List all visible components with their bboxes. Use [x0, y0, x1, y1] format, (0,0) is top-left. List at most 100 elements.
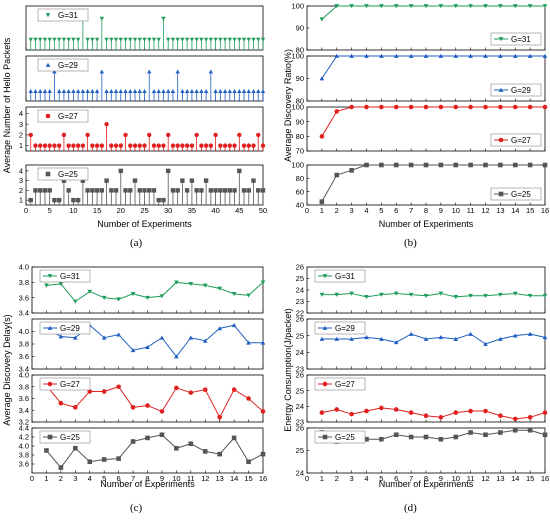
legend: G=31	[314, 269, 366, 283]
data-point	[58, 465, 64, 470]
data-point	[379, 53, 384, 58]
data-point	[94, 143, 100, 148]
x-tick-label: 40	[211, 206, 219, 215]
data-point	[260, 188, 266, 193]
legend-box	[490, 187, 542, 201]
x-tick-label: 0	[305, 206, 309, 215]
data-point	[393, 4, 399, 9]
legend-label: G=25	[511, 190, 531, 199]
data-point	[151, 89, 157, 93]
data-point	[246, 396, 251, 401]
data-point	[61, 37, 67, 42]
data-point	[28, 197, 33, 203]
data-point	[61, 132, 67, 138]
data-point	[188, 441, 194, 447]
data-point	[468, 293, 473, 299]
data-point	[73, 335, 78, 340]
data-point	[232, 188, 237, 193]
data-point	[393, 432, 399, 438]
x-tick-label: 7	[131, 474, 135, 483]
data-point	[38, 188, 43, 193]
x-tick-label: 14	[230, 474, 238, 483]
data-point	[142, 89, 147, 93]
y-tick-label: 90	[296, 74, 304, 83]
data-point	[66, 89, 71, 93]
x-tick-label: 1	[320, 206, 324, 215]
data-point	[512, 104, 518, 110]
x-tick-label: 9	[160, 474, 164, 483]
data-point	[408, 434, 414, 440]
legend-box	[490, 83, 542, 97]
data-point	[184, 188, 190, 193]
data-point	[334, 4, 340, 9]
data-point	[453, 4, 459, 9]
x-tick-label: 5	[102, 474, 106, 483]
data-point	[104, 121, 109, 127]
data-point	[170, 188, 176, 193]
data-point	[498, 336, 503, 341]
data-point	[28, 37, 33, 42]
x-tick-label: 11	[467, 206, 475, 215]
data-point	[199, 89, 204, 93]
x-tick-label: 14	[511, 206, 519, 215]
legend: G=27	[37, 109, 89, 123]
x-tick-label: 35	[188, 206, 196, 215]
x-tick-label: 4	[88, 474, 92, 483]
legend-marker	[45, 113, 51, 119]
data-point	[364, 104, 369, 110]
data-point	[512, 53, 518, 58]
legend: G=25	[314, 430, 366, 444]
legend-label: G=27	[58, 112, 78, 121]
data-point	[408, 4, 414, 9]
data-point	[145, 344, 150, 349]
data-point	[251, 178, 256, 183]
data-point	[246, 37, 251, 42]
data-point	[232, 89, 237, 93]
x-tick-label: 4	[364, 206, 368, 215]
y-tick-label: 100	[291, 2, 304, 11]
chart-c-subplot-3: 0 1 2 3 4 5 6 7 8 9 10 11 12 13 14 15 163.63.84.04.24.4G…	[19, 424, 268, 483]
data-point	[159, 432, 165, 438]
data-point	[208, 37, 214, 42]
data-point	[527, 4, 533, 9]
data-point	[156, 143, 161, 148]
y-tick-label: 80	[296, 174, 304, 183]
data-point	[218, 37, 223, 42]
data-point	[130, 347, 136, 353]
data-point	[128, 143, 133, 148]
data-point	[161, 89, 166, 93]
data-point	[113, 37, 119, 42]
data-point	[260, 409, 266, 414]
data-point	[453, 104, 459, 110]
legend-marker	[47, 434, 53, 440]
data-point	[227, 89, 233, 93]
data-point	[246, 293, 251, 298]
data-point	[217, 326, 222, 331]
y-tick-label: 3.6	[19, 394, 29, 403]
data-point	[256, 37, 261, 42]
data-point	[542, 293, 548, 299]
data-point	[137, 37, 142, 42]
panel-letter-a: (a)	[130, 237, 143, 249]
legend: G=25	[39, 430, 91, 444]
x-tick-label: 9	[439, 474, 443, 483]
legend-label: G=31	[335, 272, 355, 281]
data-point	[142, 143, 147, 148]
data-point	[393, 104, 399, 110]
legend: G=29	[39, 321, 91, 335]
data-point	[217, 286, 222, 291]
y-tick-label: 3.4	[19, 365, 29, 374]
data-point	[260, 143, 266, 148]
data-point	[423, 434, 429, 440]
data-point	[251, 89, 256, 93]
data-point	[56, 197, 62, 203]
y-tick-label: 26	[296, 424, 304, 433]
y-tick-label: 25	[296, 446, 304, 455]
data-point	[180, 37, 185, 42]
data-point	[527, 427, 533, 433]
data-point	[104, 178, 109, 183]
data-point	[109, 37, 114, 42]
data-point	[116, 384, 121, 390]
y-axis-label: Average Number of Hello Packets	[2, 37, 12, 173]
